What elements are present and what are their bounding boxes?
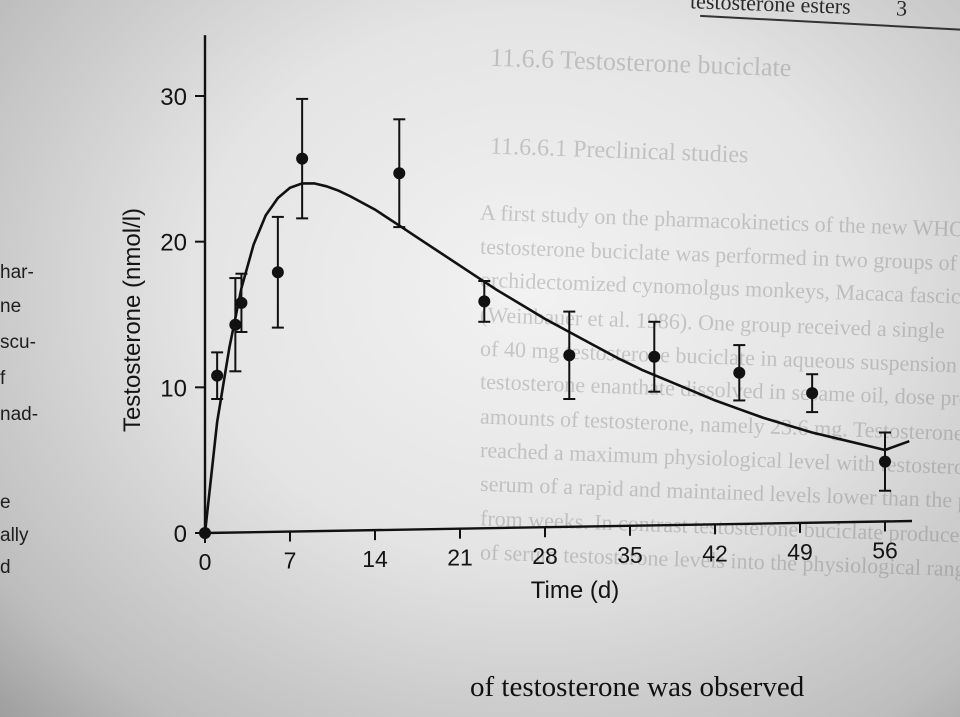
data-point — [806, 387, 819, 400]
bottom-text-line: of testosterone was observed — [470, 671, 805, 703]
y-tick-label: 20 — [160, 230, 187, 257]
x-tick-label: 7 — [284, 548, 297, 574]
data-point — [879, 455, 891, 468]
data-point — [648, 350, 661, 363]
chart-ticks: 0 10 20 30 0 7 14 21 28 35 42 49 56 — [160, 84, 898, 575]
chart-axes — [203, 35, 913, 535]
y-tick-label: 10 — [160, 375, 187, 402]
data-point — [296, 152, 309, 165]
margin-fragment: ne — [0, 296, 22, 317]
margin-fragment: e — [0, 492, 11, 513]
x-axis-label: Time (d) — [531, 577, 619, 604]
x-tick-label: 14 — [362, 546, 388, 572]
x-axis-line — [204, 519, 913, 535]
x-tick-label: 21 — [447, 545, 473, 571]
y-tick-label: 0 — [174, 521, 187, 548]
margin-fragment: ally — [0, 525, 29, 546]
margin-fragment: har- — [0, 262, 34, 283]
y-axis-label: Testosterone (nmol/l) — [119, 208, 146, 432]
margin-fragment: nad- — [0, 404, 39, 425]
margin-fragment: scu- — [0, 332, 36, 353]
data-point — [211, 369, 224, 382]
data-points — [199, 97, 891, 539]
margin-fragment: f — [0, 368, 6, 389]
data-point — [229, 318, 242, 331]
data-point — [393, 167, 406, 180]
y-tick-label: 30 — [160, 84, 187, 111]
fitted-curve — [203, 182, 910, 534]
data-point — [733, 366, 746, 379]
x-tick-label: 0 — [199, 549, 212, 575]
x-tick-label: 28 — [532, 543, 558, 569]
x-tick-label: 56 — [872, 537, 898, 563]
x-tick-label: 42 — [702, 540, 728, 566]
data-point — [478, 295, 491, 308]
data-point — [563, 349, 576, 362]
data-point — [235, 296, 248, 309]
data-point — [199, 527, 211, 539]
x-tick-label: 49 — [787, 539, 813, 565]
margin-fragment: d — [0, 557, 11, 578]
x-tick-label: 35 — [617, 542, 643, 568]
data-point — [271, 266, 284, 279]
